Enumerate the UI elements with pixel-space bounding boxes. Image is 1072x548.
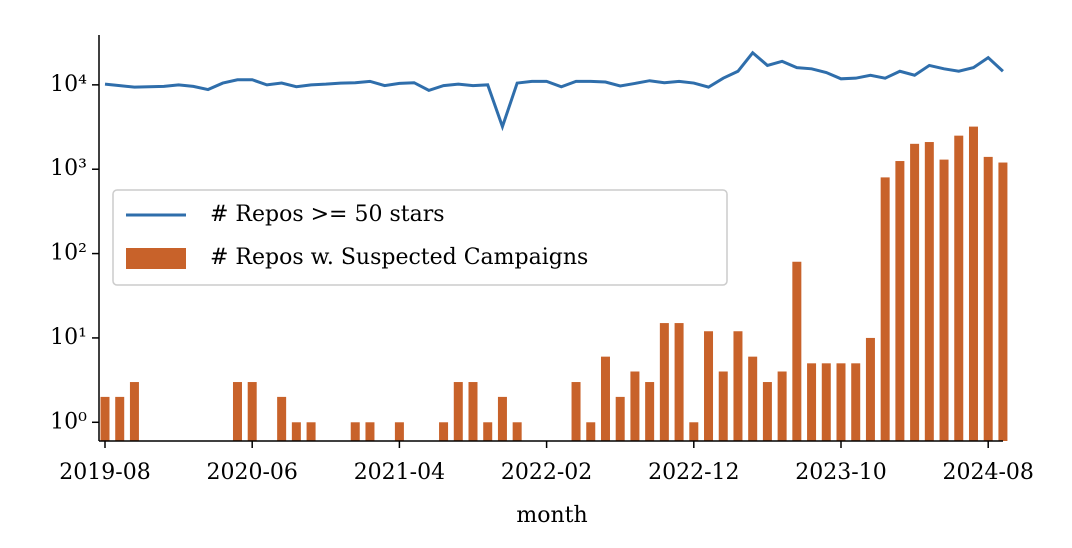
bar: [100, 396, 110, 441]
y-tick-label: 10⁰: [50, 409, 87, 434]
bar: [232, 382, 242, 441]
bar: [453, 382, 463, 441]
bar: [865, 337, 875, 441]
bar: [880, 177, 890, 441]
bar: [277, 396, 287, 441]
bar: [983, 156, 993, 441]
legend-box: [112, 189, 728, 286]
bar: [600, 356, 610, 441]
y-tick-label: 10³: [50, 156, 87, 181]
bar: [998, 162, 1008, 441]
bar: [954, 135, 964, 441]
bar: [439, 422, 449, 441]
bar: [674, 323, 684, 441]
bar: [350, 422, 360, 441]
bar: [689, 422, 699, 441]
bar: [718, 371, 728, 441]
x-tick-label: 2021-04: [354, 460, 445, 485]
bar: [777, 371, 787, 441]
line: [104, 50, 1004, 132]
bar: [704, 331, 714, 441]
bar: [468, 382, 478, 441]
bar: [306, 422, 316, 441]
bar: [497, 396, 507, 441]
bar: [247, 382, 257, 441]
bar: [659, 323, 669, 441]
bar: [968, 126, 978, 442]
x-tick-label: 2022-12: [648, 460, 739, 485]
bar: [645, 382, 655, 441]
bar: [586, 422, 596, 441]
x-axis-label: month: [516, 503, 587, 528]
y-tick-label: 10¹: [50, 325, 87, 350]
bar: [910, 143, 920, 441]
bar: [483, 422, 493, 441]
bar: [365, 422, 375, 441]
bar: [291, 422, 301, 441]
bar: [571, 382, 581, 441]
bar: [792, 261, 802, 441]
legend: # Repos >= 50 stars # Repos w. Suspected …: [112, 189, 728, 286]
legend-label: # Repos >= 50 stars: [210, 202, 445, 227]
bar: [129, 382, 139, 441]
x-tick-label: 2023-10: [795, 460, 886, 485]
bar: [615, 396, 625, 441]
x-tick-label: 2019-08: [59, 460, 150, 485]
bar: [807, 363, 817, 441]
bar: [630, 371, 640, 441]
bar: [924, 142, 934, 441]
bar: [821, 363, 831, 441]
x-tick-label: 2024-08: [942, 460, 1033, 485]
legend-swatch: [126, 248, 186, 269]
x-tick-label: 2022-02: [501, 460, 592, 485]
bar: [762, 382, 772, 441]
bar: [851, 363, 861, 441]
bar: [836, 363, 846, 441]
bar: [748, 356, 758, 441]
bar: [394, 422, 404, 441]
y-tick-label: 10²: [50, 241, 87, 266]
bar: [733, 331, 743, 441]
y-tick-label: 10⁴: [50, 72, 87, 97]
bar: [895, 161, 905, 441]
x-tick-label: 2020-06: [206, 460, 297, 485]
bar: [512, 422, 522, 441]
legend-label: # Repos w. Suspected Campaigns: [210, 245, 588, 270]
bar: [939, 159, 949, 441]
bar: [115, 396, 125, 441]
